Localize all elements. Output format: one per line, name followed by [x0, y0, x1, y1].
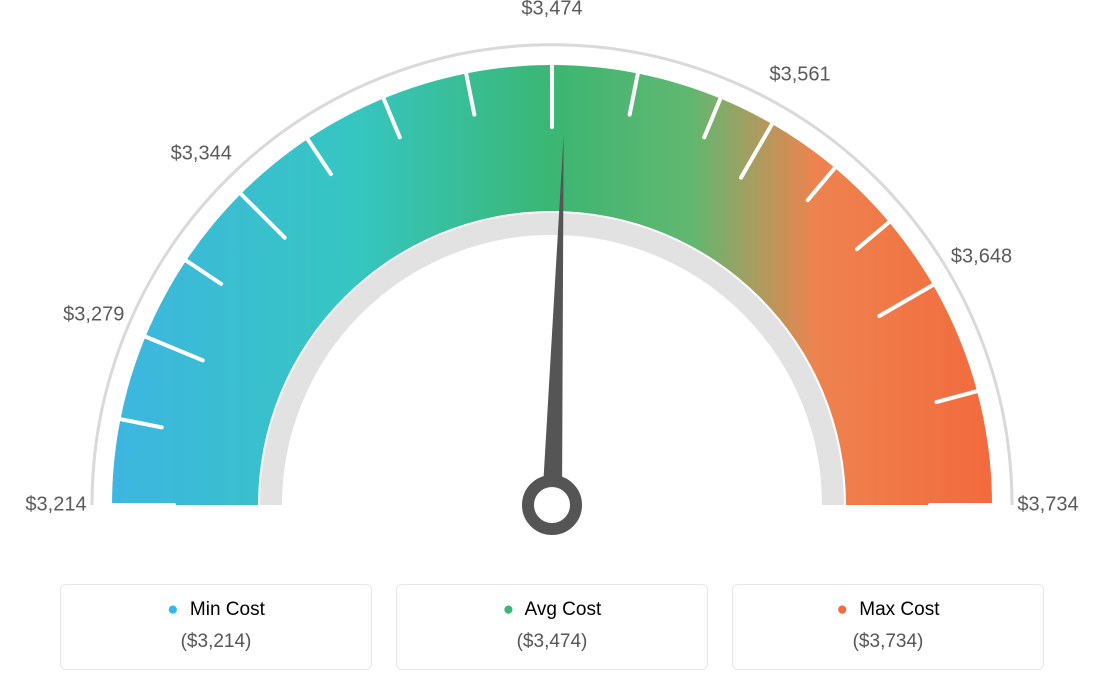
gauge-svg [0, 0, 1104, 560]
dot-icon: ● [503, 599, 514, 620]
gauge-tick-label: $3,344 [171, 143, 232, 166]
gauge-area: $3,214 $3,279 $3,344 $3,474 $3,561 $3,648 $3,7… [0, 0, 1104, 560]
legend-title-label: Avg Cost [524, 599, 601, 620]
gauge-tick-label: $3,214 [25, 494, 86, 517]
legend-title-min: ● Min Cost [61, 599, 371, 621]
legend-value-max: ($3,734) [733, 631, 1043, 653]
legend-title-label: Max Cost [859, 599, 939, 620]
legend-card-max: ● Max Cost ($3,734) [732, 584, 1044, 670]
dot-icon: ● [167, 599, 178, 620]
gauge-tick-label: $3,279 [63, 304, 124, 327]
legend-card-avg: ● Avg Cost ($3,474) [396, 584, 708, 670]
gauge-tick-label: $3,561 [769, 64, 830, 87]
legend-value-avg: ($3,474) [397, 631, 707, 653]
legend-value-min: ($3,214) [61, 631, 371, 653]
legend-card-min: ● Min Cost ($3,214) [60, 584, 372, 670]
gauge-tick-label: $3,648 [951, 245, 1012, 268]
legend-row: ● Min Cost ($3,214) ● Avg Cost ($3,474) … [0, 584, 1104, 670]
gauge-tick-label: $3,474 [521, 0, 582, 21]
legend-title-avg: ● Avg Cost [397, 599, 707, 621]
legend-title-max: ● Max Cost [733, 599, 1043, 621]
gauge-tick-label: $3,734 [1017, 494, 1078, 517]
legend-title-label: Min Cost [190, 599, 265, 620]
dot-icon: ● [836, 599, 847, 620]
cost-gauge-widget: $3,214 $3,279 $3,344 $3,474 $3,561 $3,648 $3,7… [0, 0, 1104, 690]
